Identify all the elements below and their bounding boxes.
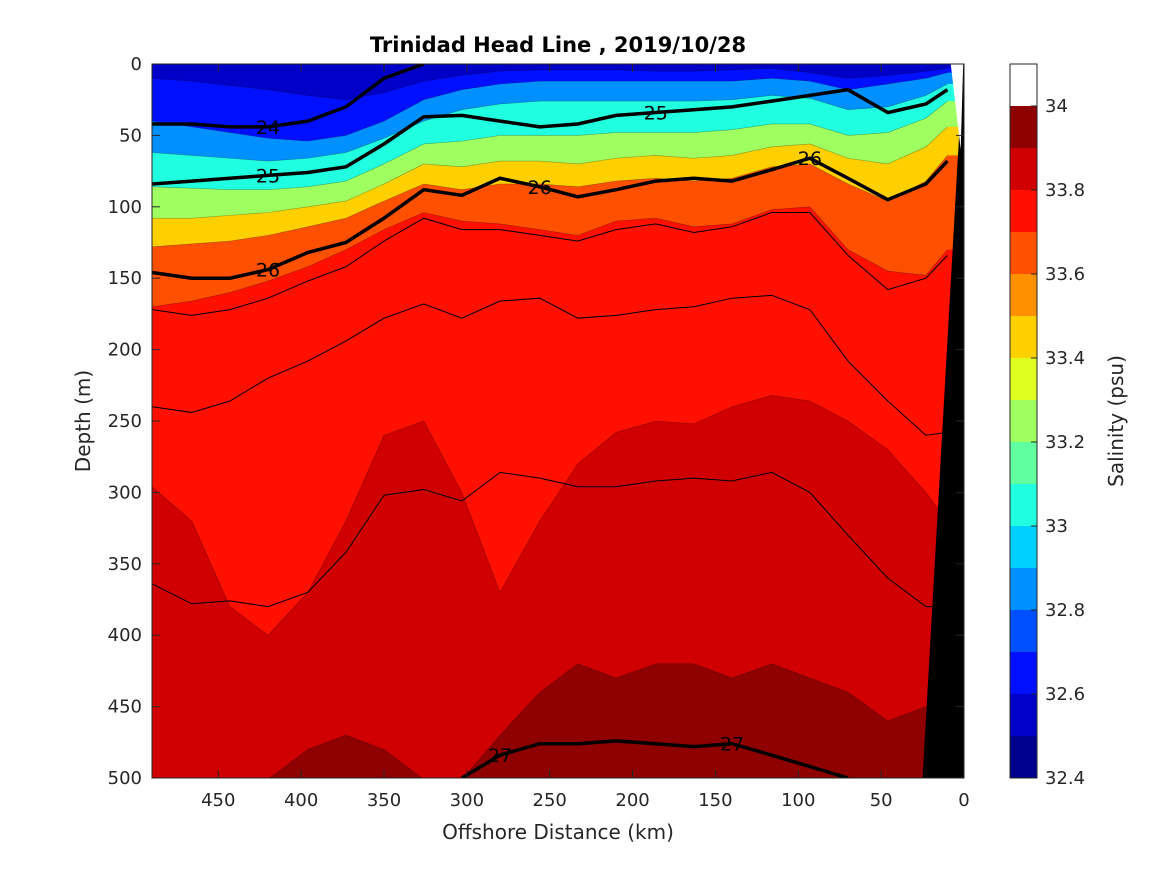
salinity-band-34.1 — [269, 663, 948, 778]
colorbar-swatch — [1010, 568, 1037, 610]
density-contour-label: 26 — [528, 177, 552, 199]
colorbar-tick-label: 33.4 — [1045, 348, 1085, 369]
y-tick-label: 400 — [108, 625, 142, 646]
isohaline-line-34.1 — [269, 663, 948, 778]
colorbar-frame — [1009, 63, 1038, 779]
x-tick-label: 300 — [450, 790, 484, 811]
density-contour-label: 27 — [488, 745, 512, 767]
y-tick-label: 0 — [131, 54, 142, 75]
thin-density-contour — [152, 471, 948, 608]
x-tick-label: 200 — [615, 790, 649, 811]
isohaline-line-33.8 — [152, 206, 948, 308]
colorbar-tick-label: 32.6 — [1045, 684, 1085, 705]
x-tick-label: 350 — [367, 790, 401, 811]
colorbar: 32.4 32.6 32.8 33 33.2 33.4 33.6 33.8 34 — [1009, 63, 1085, 789]
isohaline-line-33.4 — [152, 126, 948, 219]
density-contour-label: 27 — [720, 734, 744, 756]
colorbar-swatch — [1010, 106, 1037, 148]
y-tick-label: 100 — [108, 197, 142, 218]
colorbar-swatch — [1010, 148, 1037, 190]
colorbar-swatch — [1010, 316, 1037, 358]
density-contour-label: 25 — [256, 165, 280, 187]
colorbar-swatch — [1010, 694, 1037, 736]
density-contour-26 — [152, 156, 949, 280]
x-tick-label: 250 — [533, 790, 567, 811]
chart-title: Trinidad Head Line , 2019/10/28 — [370, 33, 746, 57]
isohaline-line-34 — [152, 394, 948, 636]
colorbar-tick-label: 33.6 — [1045, 264, 1085, 285]
colorbar-tick-label: 33.2 — [1045, 432, 1085, 453]
density-contour-label: 26 — [798, 148, 822, 170]
density-contour-25 — [152, 87, 949, 186]
isohaline-line-32.6 — [152, 67, 948, 101]
x-tick-label: 100 — [781, 790, 815, 811]
colorbar-swatch — [1010, 736, 1037, 778]
x-axis: 450 400 350 300 250 200 150 100 50 0 — [201, 64, 970, 811]
colorbar-tick-label: 33.8 — [1045, 180, 1085, 201]
density-contour-label: 25 — [644, 103, 668, 125]
colorbar-swatch — [1010, 190, 1037, 232]
nearshore-gap — [950, 64, 964, 150]
thin-density-contour — [152, 294, 948, 436]
density-contour-label: 26 — [256, 260, 280, 282]
x-tick-label: 400 — [284, 790, 318, 811]
colorbar-swatch — [1010, 274, 1037, 316]
seafloor-bathymetry — [922, 64, 964, 778]
y-tick-label: 300 — [108, 482, 142, 503]
colorbar-swatch — [1010, 652, 1037, 694]
colorbar-tick-label: 34 — [1045, 96, 1068, 117]
y-tick-label: 450 — [108, 697, 142, 718]
density-contour-24 — [152, 64, 425, 129]
plot-area: 24 25 25 26 26 26 27 27 — [152, 64, 964, 778]
isohaline-line-32.8 — [152, 72, 948, 142]
colorbar-swatch — [1010, 484, 1037, 526]
colorbar-swatch — [1010, 232, 1037, 274]
y-tick-label: 200 — [108, 340, 142, 361]
colorbar-label: Salinity (psu) — [1104, 355, 1128, 487]
isohaline-line-33.6 — [152, 155, 948, 248]
colorbar-swatch — [1010, 358, 1037, 400]
density-contour-27 — [460, 739, 849, 778]
colorbar-tick-label: 33 — [1045, 516, 1068, 537]
isohaline-line-33 — [152, 83, 948, 162]
y-axis-label: Depth (m) — [71, 370, 95, 472]
y-tick-label: 350 — [108, 554, 142, 575]
colorbar-swatch — [1010, 400, 1037, 442]
colorbar-swatch — [1010, 610, 1037, 652]
x-axis-label: Offshore Distance (km) — [442, 820, 674, 844]
density-contour-label: 24 — [256, 117, 280, 139]
y-tick-label: 500 — [108, 768, 142, 789]
x-tick-label: 0 — [958, 790, 969, 811]
colorbar-tick-label: 32.4 — [1045, 768, 1085, 789]
x-tick-label: 450 — [201, 790, 235, 811]
thin-density-contour — [152, 212, 948, 316]
colorbar-swatch — [1010, 526, 1037, 568]
colorbar-swatch — [1010, 442, 1037, 484]
y-tick-label: 150 — [108, 268, 142, 289]
isohaline-line-33.2 — [152, 100, 948, 190]
x-tick-label: 50 — [870, 790, 893, 811]
y-tick-label: 250 — [108, 411, 142, 432]
y-tick-label: 50 — [119, 125, 142, 146]
colorbar-tick-label: 32.8 — [1045, 600, 1085, 621]
x-tick-label: 150 — [698, 790, 732, 811]
y-axis: 0 50 100 150 200 250 300 350 400 450 500 — [108, 54, 964, 789]
